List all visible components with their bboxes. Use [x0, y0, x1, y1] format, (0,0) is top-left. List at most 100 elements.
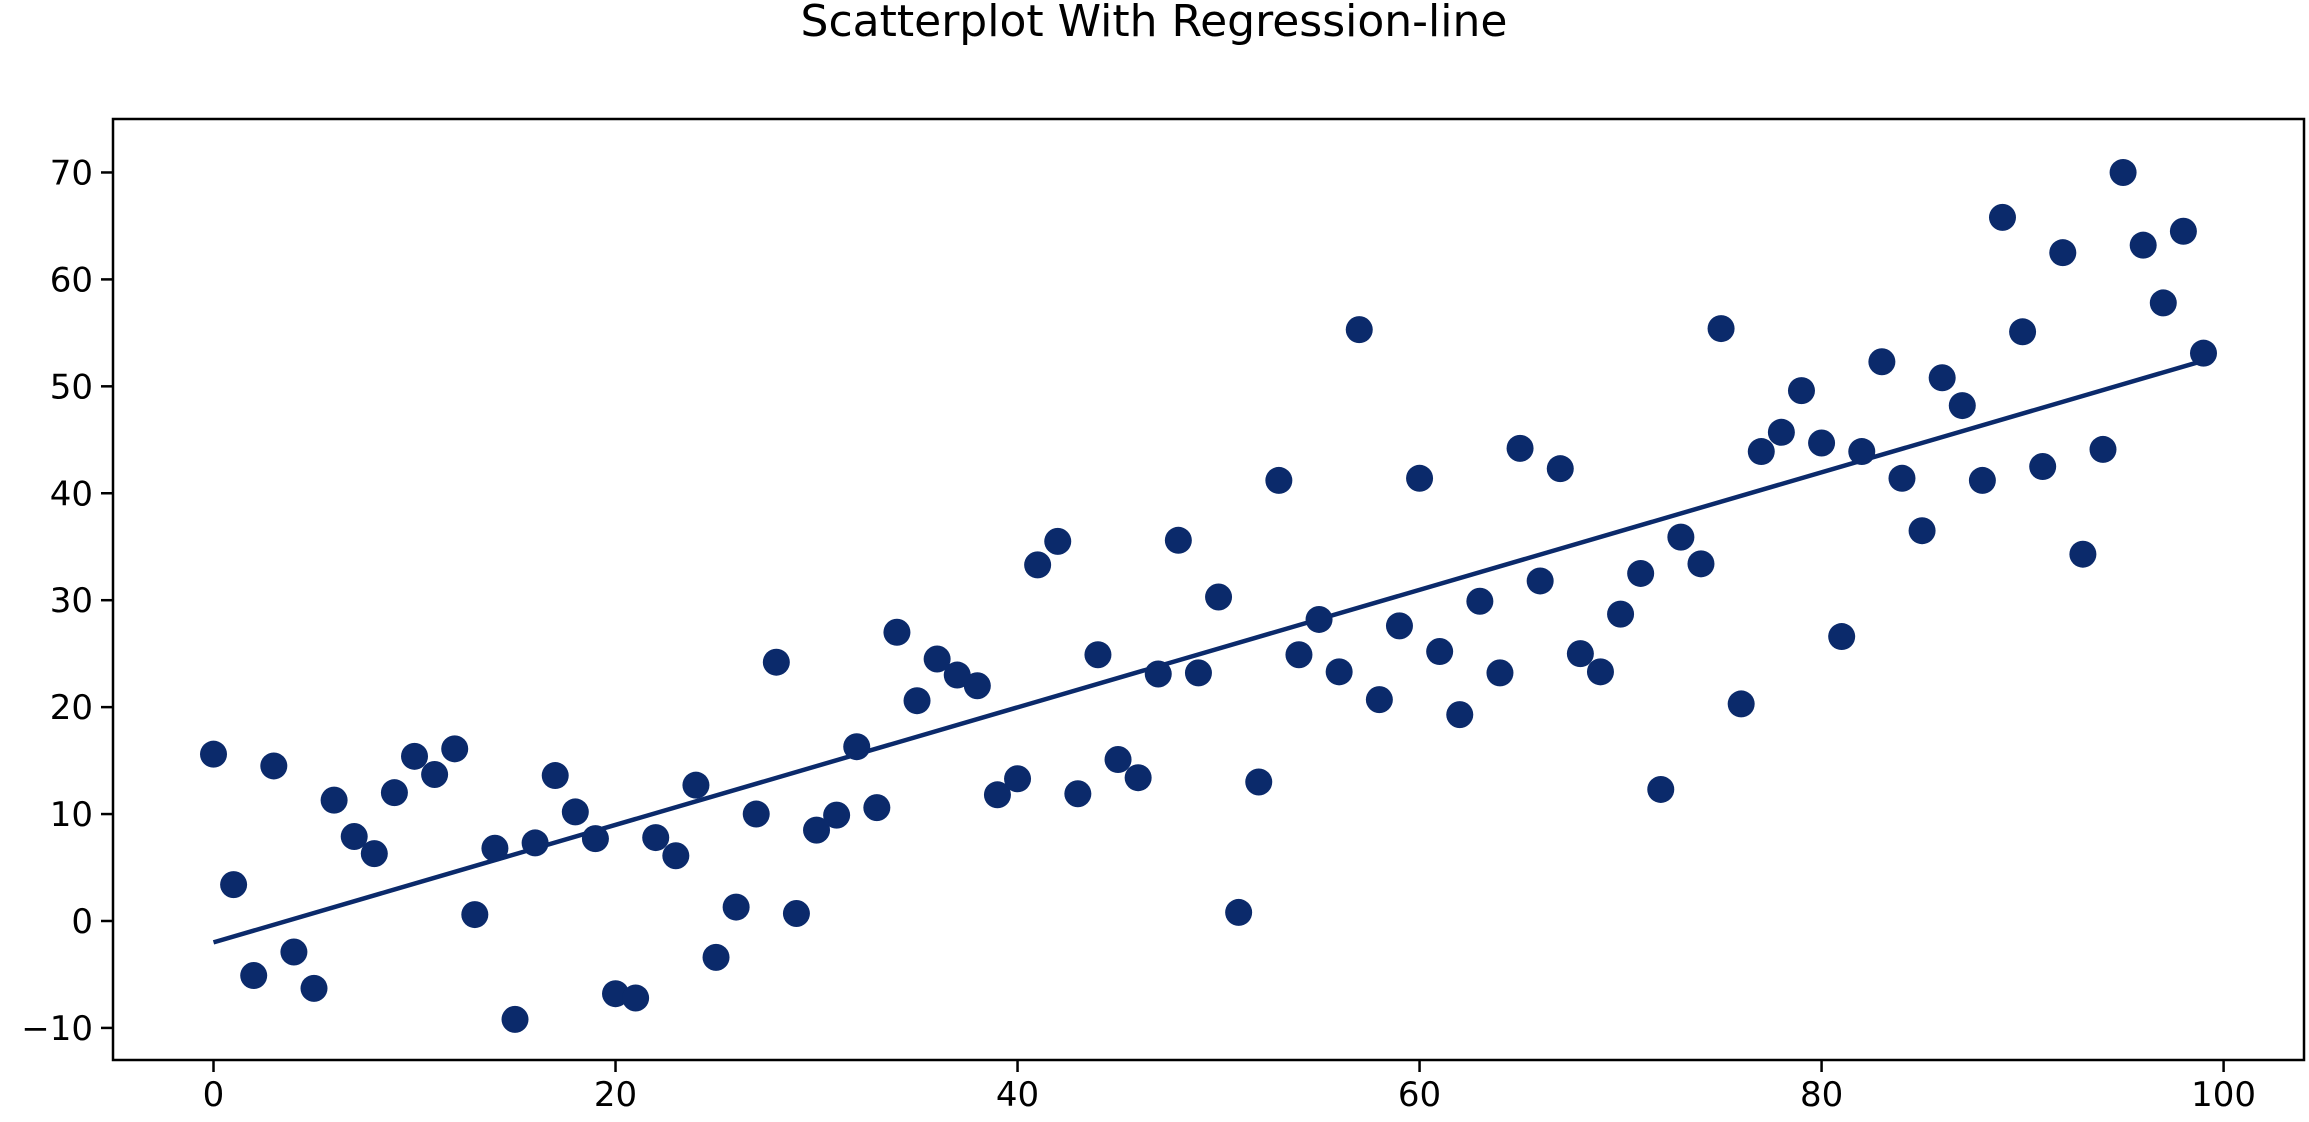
scatter-point	[1225, 898, 1253, 926]
scatter-point	[2009, 318, 2037, 346]
y-tick-label: 50	[50, 367, 93, 407]
scatter-point	[1627, 559, 1655, 587]
scatter-point	[843, 733, 871, 761]
scatter-point	[762, 648, 790, 676]
scatter-point	[1144, 660, 1172, 688]
y-axis-ticks: −10 0 10 20 30 40 50 60 70	[21, 153, 113, 1049]
scatter-point	[300, 974, 328, 1002]
scatter-point	[1124, 764, 1152, 792]
scatter-point	[1787, 377, 1815, 405]
scatter-point	[320, 786, 348, 814]
x-tick-label: 80	[1800, 1075, 1843, 1115]
y-tick-label: 10	[50, 795, 93, 835]
scatter-point	[1828, 623, 1856, 651]
y-tick-label: −10	[21, 1009, 93, 1049]
scatter-point	[360, 840, 388, 868]
scatter-point	[1426, 638, 1454, 666]
scatter-point	[1968, 466, 1996, 494]
scatter-point	[2109, 158, 2137, 186]
scatter-point	[722, 893, 750, 921]
scatter-point	[401, 742, 429, 770]
scatter-point	[1486, 659, 1514, 687]
scatter-point	[642, 824, 670, 852]
x-tick-label: 60	[1398, 1075, 1441, 1115]
scatter-point	[943, 661, 971, 689]
scatter-point	[1868, 348, 1896, 376]
y-tick-label: 40	[50, 474, 93, 514]
scatter-point	[581, 825, 609, 853]
scatter-point	[501, 1005, 529, 1033]
scatter-point	[903, 687, 931, 715]
scatter-point	[1104, 746, 1132, 774]
scatter-point	[742, 800, 770, 828]
scatter-point	[481, 834, 509, 862]
scatter-point	[1988, 203, 2016, 231]
scatter-point	[2029, 453, 2057, 481]
scatter-point	[1586, 658, 1614, 686]
scatter-point	[1265, 466, 1293, 494]
scatter-point	[1164, 526, 1192, 554]
scatter-point	[1948, 392, 1976, 420]
scatter-point	[1446, 701, 1474, 729]
scatter-point	[441, 735, 469, 763]
scatter-point	[1607, 600, 1635, 628]
scatter-point	[260, 752, 288, 780]
scatter-point	[561, 798, 589, 826]
y-tick-label: 30	[50, 581, 93, 621]
scatter-point	[782, 900, 810, 928]
scatter-point	[1747, 438, 1775, 466]
scatter-point	[2129, 231, 2157, 259]
scatter-point	[1908, 517, 1936, 545]
scatter-point	[1064, 780, 1092, 808]
scatter-point	[823, 801, 851, 829]
scatter-point	[2049, 239, 2077, 267]
scatter-point	[702, 943, 730, 971]
scatter-point	[1205, 583, 1233, 611]
y-tick-label: 60	[50, 260, 93, 300]
y-tick-label: 0	[71, 902, 93, 942]
scatter-point	[1888, 464, 1916, 492]
scatter-point	[1245, 768, 1273, 796]
x-tick-label: 20	[594, 1075, 637, 1115]
scatter-point	[963, 672, 991, 700]
scatter-point	[1345, 316, 1373, 344]
scatter-point	[1687, 550, 1715, 578]
scatter-point	[200, 740, 228, 768]
x-axis-ticks: 0 20 40 60 80 100	[203, 1060, 2256, 1115]
scatter-point	[923, 645, 951, 673]
chart-title: Scatterplot With Regression-line	[801, 0, 1508, 47]
scatter-point	[1084, 641, 1112, 669]
scatter-point	[1285, 641, 1313, 669]
scatter-point	[1727, 690, 1755, 718]
scatter-point	[883, 618, 911, 646]
scatter-point	[863, 794, 891, 822]
scatter-point	[1024, 551, 1052, 579]
scatter-point	[1466, 587, 1494, 615]
scatter-point	[2149, 289, 2177, 317]
scatter-point	[1004, 765, 1032, 793]
scatter-point	[1365, 686, 1393, 714]
scatter-point	[1044, 527, 1072, 555]
plot-content	[200, 158, 2217, 1033]
scatter-point	[240, 962, 268, 990]
scatter-point	[1305, 605, 1333, 633]
scatter-point	[1647, 775, 1675, 803]
y-tick-label: 70	[50, 153, 93, 193]
scatter-point	[803, 816, 831, 844]
scatter-point	[521, 829, 549, 857]
scatter-point	[1767, 418, 1795, 446]
scatter-point	[421, 760, 449, 788]
scatter-point	[1406, 464, 1434, 492]
scatter-point	[541, 762, 569, 790]
scatter-point	[1385, 612, 1413, 640]
scatter-point	[1707, 315, 1735, 343]
regression-line	[212, 358, 2205, 945]
scatter-point	[340, 823, 368, 851]
scatter-point	[220, 871, 248, 899]
scatter-point	[1506, 434, 1534, 462]
x-tick-label: 0	[203, 1075, 225, 1115]
scatter-point	[602, 980, 630, 1008]
scatter-point	[2169, 217, 2197, 245]
